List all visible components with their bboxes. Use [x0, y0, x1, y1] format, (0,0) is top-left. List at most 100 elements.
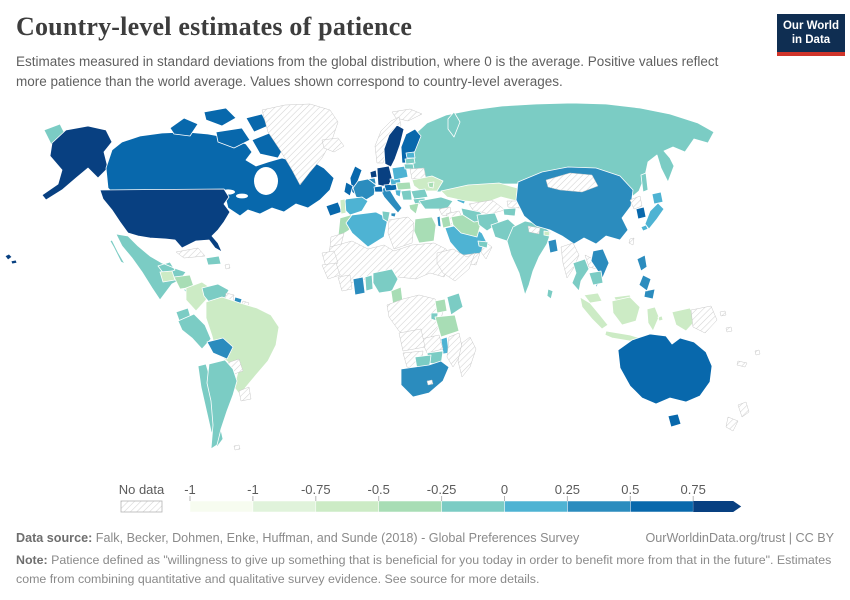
country-madagascar[interactable]: [457, 336, 477, 378]
country-algeria[interactable]: [345, 211, 389, 248]
country-jordan[interactable]: [440, 215, 452, 229]
country-bolivia[interactable]: [206, 337, 234, 360]
country-portugal[interactable]: [339, 198, 347, 215]
country-new-zealand[interactable]: [725, 401, 750, 432]
country-kenya[interactable]: [446, 292, 464, 316]
country-france[interactable]: [352, 178, 377, 201]
country-sri-lanka[interactable]: [546, 288, 554, 300]
country-nepal[interactable]: [527, 225, 541, 235]
legend-bin-8[interactable]: [693, 501, 742, 512]
country-switzerland[interactable]: [373, 185, 384, 193]
country-guatemala[interactable]: [159, 270, 176, 283]
country-guinea-sl[interactable]: [321, 262, 341, 280]
legend-tick-label-3: -0.5: [367, 482, 389, 497]
country-india[interactable]: [506, 220, 552, 296]
country-tajikistan[interactable]: [502, 207, 517, 217]
country-lithuania[interactable]: [403, 163, 415, 170]
legend-bin-5[interactable]: [504, 500, 568, 513]
country-israel[interactable]: [436, 215, 442, 228]
footer-source-text[interactable]: Falk, Becker, Dohmen, Enke, Huffman, and…: [95, 531, 580, 545]
owid-logo[interactable]: Our World in Data: [777, 14, 845, 56]
country-alaska[interactable]: [41, 125, 113, 201]
country-mongolia[interactable]: [545, 172, 599, 193]
country-angola[interactable]: [398, 328, 426, 352]
country-libya[interactable]: [387, 216, 415, 250]
country-south-korea[interactable]: [635, 206, 647, 220]
country-novaya-zemlya[interactable]: [447, 111, 461, 138]
legend-bin-6[interactable]: [567, 500, 631, 513]
country-togo-benin[interactable]: [364, 274, 374, 292]
country-usa[interactable]: [99, 188, 231, 253]
country-ukraine[interactable]: [411, 175, 444, 192]
legend-bin-1[interactable]: [252, 500, 317, 513]
country-west-papua[interactable]: [671, 307, 697, 332]
legend-bin-7[interactable]: [630, 500, 694, 513]
country-uae[interactable]: [477, 240, 489, 249]
country-bangladesh[interactable]: [547, 238, 559, 254]
country-papua-new-guinea[interactable]: [690, 305, 718, 334]
country-uruguay[interactable]: [238, 386, 252, 402]
country-tasmania[interactable]: [667, 413, 682, 428]
country-fiji[interactable]: [754, 349, 761, 356]
country-zambia[interactable]: [420, 334, 444, 354]
country-lesotho[interactable]: [426, 379, 434, 386]
country-australia[interactable]: [617, 333, 713, 405]
legend-tick-label-2: -0.75: [301, 482, 331, 497]
country-peru[interactable]: [177, 313, 212, 350]
country-china[interactable]: [515, 166, 634, 245]
country-taiwan[interactable]: [628, 237, 635, 246]
country-hungary-slovakia[interactable]: [395, 181, 412, 191]
country-falkland[interactable]: [233, 444, 241, 451]
country-bhutan[interactable]: [543, 230, 551, 237]
country-haiti-dr[interactable]: [205, 255, 222, 266]
country-cambodia[interactable]: [588, 270, 604, 286]
country-new-caledonia[interactable]: [736, 360, 748, 368]
legend-bin-4[interactable]: [441, 500, 505, 513]
country-senegal-gambia[interactable]: [321, 250, 339, 268]
country-italy[interactable]: [380, 186, 403, 218]
country-latvia[interactable]: [404, 157, 416, 165]
country-netherlands[interactable]: [369, 169, 378, 179]
legend-bin-2[interactable]: [315, 500, 379, 513]
country-japan[interactable]: [640, 191, 665, 232]
country-myanmar[interactable]: [560, 242, 580, 279]
country-south-africa[interactable]: [400, 360, 450, 398]
country-greenland[interactable]: [261, 103, 339, 186]
country-ireland[interactable]: [343, 181, 354, 197]
country-argentina[interactable]: [206, 359, 238, 450]
country-estonia[interactable]: [405, 151, 416, 159]
country-cuba[interactable]: [175, 247, 206, 259]
country-mozambique[interactable]: [446, 332, 464, 368]
country-germany[interactable]: [376, 165, 393, 188]
country-north-korea[interactable]: [629, 195, 643, 210]
country-poland[interactable]: [391, 165, 409, 181]
country-iceland[interactable]: [321, 137, 345, 153]
country-ivory-coast[interactable]: [337, 274, 353, 292]
legend-no-data-swatch[interactable]: [120, 500, 163, 513]
country-kazakhstan[interactable]: [440, 182, 522, 204]
country-thailand[interactable]: [571, 258, 590, 292]
legend-bin-3[interactable]: [378, 500, 442, 513]
country-sweden[interactable]: [383, 124, 405, 168]
country-greece[interactable]: [408, 202, 420, 215]
country-moldova[interactable]: [427, 181, 435, 189]
footer-attribution[interactable]: OurWorldinData.org/trust | CC BY: [645, 531, 834, 545]
country-sakhalin[interactable]: [640, 172, 649, 193]
country-egypt[interactable]: [413, 216, 437, 244]
country-croatia[interactable]: [394, 189, 402, 198]
country-ghana[interactable]: [352, 276, 366, 296]
legend-bin-0[interactable]: [189, 500, 254, 513]
country-mexico[interactable]: [109, 233, 187, 301]
country-uganda[interactable]: [434, 298, 448, 314]
country-tanzania[interactable]: [434, 314, 460, 338]
country-horn-of-africa[interactable]: [436, 248, 476, 282]
country-hawaii[interactable]: [4, 253, 18, 265]
country-png-islands[interactable]: [719, 310, 733, 333]
country-turkey[interactable]: [418, 196, 454, 210]
country-tunisia[interactable]: [381, 210, 391, 223]
country-uzbekistan[interactable]: [468, 199, 506, 215]
country-serbia-balkans[interactable]: [400, 189, 413, 201]
country-romania[interactable]: [410, 188, 429, 200]
country-philippines[interactable]: [636, 254, 656, 300]
country-antilles[interactable]: [224, 263, 231, 270]
